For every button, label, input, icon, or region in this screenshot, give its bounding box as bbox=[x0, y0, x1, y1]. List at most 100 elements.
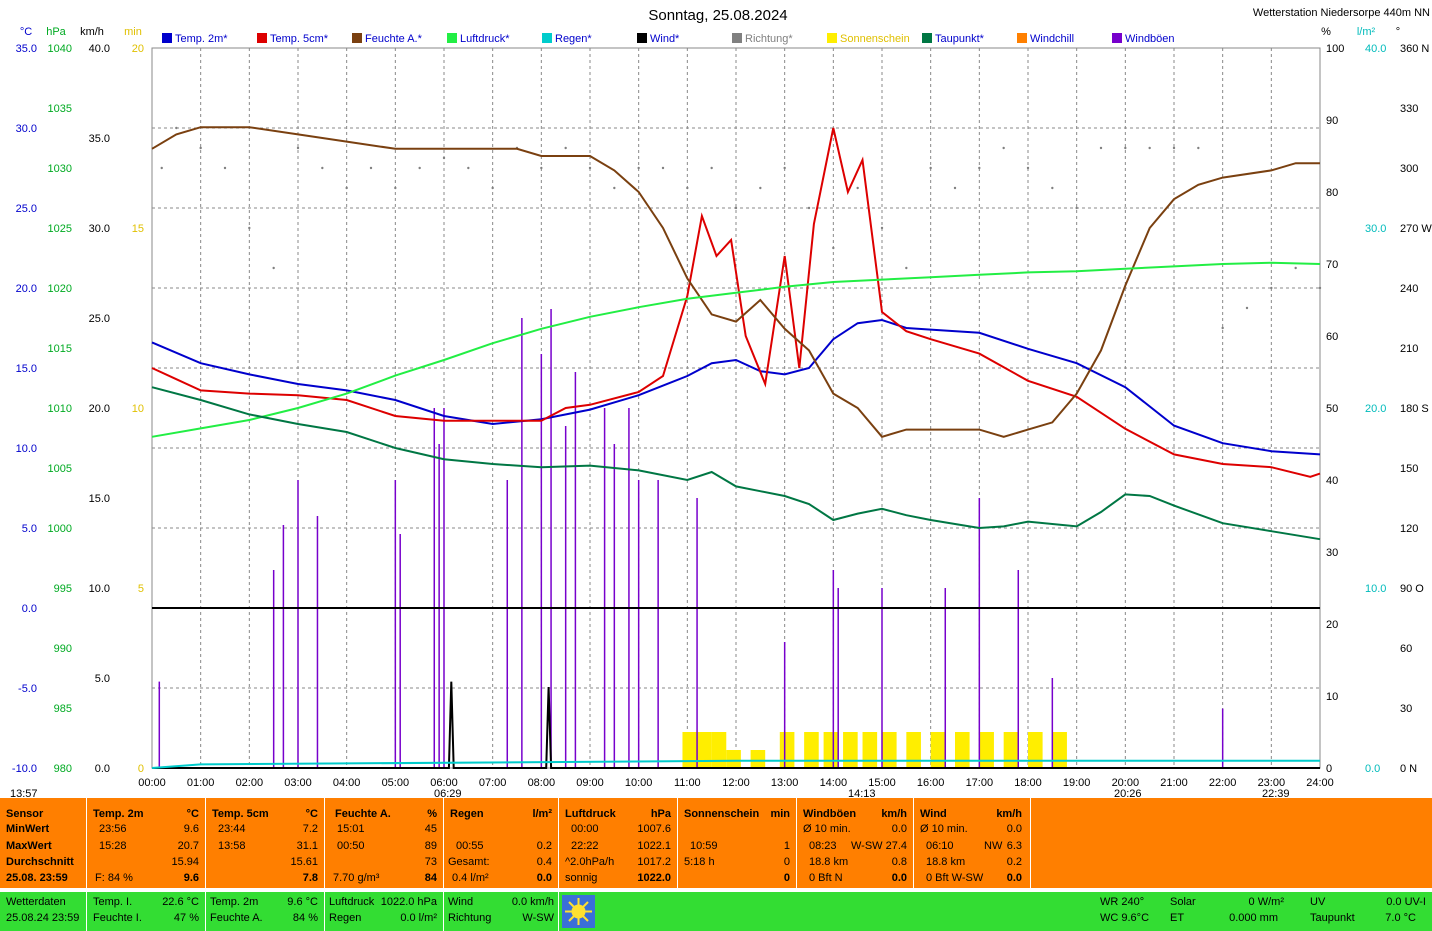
legend-label: Luftdruck* bbox=[460, 33, 510, 45]
hpa-tick: 985 bbox=[54, 703, 72, 715]
direction-point bbox=[856, 186, 859, 190]
axis-unit: hPa bbox=[46, 26, 66, 38]
direction-point bbox=[588, 166, 592, 170]
stats-hum-min-time: 15:01 bbox=[337, 823, 365, 835]
min-tick: 0 bbox=[138, 763, 144, 775]
stats-gust-title: Windböen bbox=[803, 808, 857, 820]
deg-tick: 300 bbox=[1400, 163, 1418, 175]
direction-point bbox=[1148, 146, 1151, 150]
kmh-tick: 35.0 bbox=[89, 133, 110, 145]
pct-tick: 50 bbox=[1326, 403, 1338, 415]
time-tick: 00:00 bbox=[138, 777, 166, 789]
kmh-tick: 10.0 bbox=[89, 583, 110, 595]
marker-noon: 14:13 bbox=[848, 788, 876, 797]
stats-col-sun: Sonnenschein min 10:59 1 5:18 h 0 0 bbox=[678, 798, 797, 888]
station-name: Wetterstation Niedersorpe 440m NN bbox=[1253, 7, 1430, 19]
temp-tick: 10.0 bbox=[16, 443, 37, 455]
stats-t5-unit: °C bbox=[305, 808, 318, 820]
legend-label: Windböen bbox=[1125, 33, 1175, 45]
direction-point bbox=[759, 186, 762, 190]
direction-point bbox=[661, 166, 665, 170]
current-ti-label: Temp. I. bbox=[93, 896, 133, 908]
deg-tick: 360 N bbox=[1400, 43, 1429, 55]
pct-tick: 100 bbox=[1326, 43, 1344, 55]
direction-point bbox=[369, 166, 373, 170]
axis-unit: min bbox=[124, 26, 142, 38]
legend-label: Regen* bbox=[555, 33, 592, 45]
stats-press-max: 1022.1 bbox=[637, 840, 671, 852]
stats-gust-max-time: 08:23 bbox=[809, 840, 837, 852]
direction-point bbox=[1026, 166, 1030, 170]
hpa-tick: 1035 bbox=[48, 103, 72, 115]
stats-col-temp5cm: Temp. 5cm °C 23:44 7.2 13:58 31.1 15.61 … bbox=[206, 798, 325, 888]
current-et: 0.000 mm bbox=[1229, 912, 1278, 924]
direction-point bbox=[1221, 326, 1224, 330]
hpa-tick: 1020 bbox=[48, 283, 72, 295]
current-col-title: Wetterdaten 25.08.24 23:59 bbox=[0, 892, 87, 931]
current-solar: 0 W/m² bbox=[1248, 896, 1284, 908]
direction-point bbox=[710, 166, 713, 170]
marker-sunrise: 06:29 bbox=[434, 788, 462, 797]
stats-gust-max-dir: W-SW bbox=[851, 840, 883, 852]
current-col-wind: Wind 0.0 km/h Richtung W-SW bbox=[444, 892, 559, 931]
sunshine-bars bbox=[682, 732, 1067, 768]
stats-gust-min-label: Ø 10 min. bbox=[803, 823, 851, 835]
stats-hum-now-label: 7.70 g/m³ bbox=[333, 872, 380, 884]
series-lines bbox=[151, 126, 1321, 769]
deg-tick: 270 W bbox=[1400, 223, 1432, 235]
kmh-tick: 40.0 bbox=[89, 43, 110, 55]
pct-tick: 70 bbox=[1326, 259, 1338, 271]
legend-label: Taupunkt* bbox=[935, 33, 985, 45]
direction-point bbox=[540, 166, 543, 170]
pct-tick: 60 bbox=[1326, 331, 1338, 343]
stats-t2-now: 9.6 bbox=[183, 872, 199, 884]
current-t2: 9.6 °C bbox=[287, 896, 318, 908]
current-rg-label: Regen bbox=[329, 912, 362, 924]
stats-gust-now: 0.0 bbox=[891, 872, 907, 884]
current-tp: 7.0 °C bbox=[1385, 912, 1416, 924]
time-tick: 11:00 bbox=[674, 777, 701, 789]
deg-tick: 60 bbox=[1400, 643, 1412, 655]
stats-t5-avg: 15.61 bbox=[290, 856, 318, 868]
stats-avg-label: Durchschnitt bbox=[6, 856, 74, 868]
kmh-tick: 20.0 bbox=[89, 403, 110, 415]
stats-col-wind: Wind km/h Ø 10 min. 0.0 06:10 NW 6.3 18.… bbox=[914, 798, 1031, 888]
stats-hum-title: Feuchte A. bbox=[335, 808, 391, 820]
rain-tick: 30.0 bbox=[1365, 223, 1386, 235]
current-uv: 0.0 UV-I bbox=[1386, 896, 1426, 908]
current-ri-label: Richtung bbox=[448, 912, 492, 924]
series-line bbox=[151, 386, 1321, 541]
stats-t2-avg: 15.94 bbox=[171, 856, 199, 868]
chart-title: Sonntag, 25.08.2024 bbox=[648, 7, 787, 24]
sun-bar bbox=[862, 732, 878, 768]
current-col-pressure: Luftdruck 1022.0 hPa Regen 0.0 l/m² bbox=[325, 892, 444, 931]
temp-tick: 5.0 bbox=[22, 523, 37, 535]
current-fi: 47 % bbox=[173, 912, 199, 924]
stats-press-trend: ^2.0hPa/h bbox=[565, 856, 615, 868]
time-tick: 02:00 bbox=[236, 777, 264, 789]
stats-gust-unit: km/h bbox=[881, 808, 907, 820]
current-tp-label: Taupunkt bbox=[1310, 912, 1355, 924]
weather-chart: 35.0 30.0 25.0 20.0 15.0 10.0 5.0 0.0 -5.0 -10.0 1… bbox=[10, 7, 1432, 797]
series-line bbox=[151, 759, 1320, 769]
direction-point bbox=[613, 186, 616, 190]
pct-tick: 10 bbox=[1326, 691, 1338, 703]
sun-bar bbox=[1028, 732, 1043, 768]
axis-unit: l/m² bbox=[1357, 26, 1376, 38]
stats-sun-max: 1 bbox=[783, 840, 790, 852]
stats-hum-avg: 73 bbox=[424, 856, 437, 868]
legend-label: Temp. 5cm* bbox=[270, 33, 329, 45]
deg-tick: 90 O bbox=[1400, 583, 1424, 595]
direction-point bbox=[1172, 146, 1176, 150]
stats-rain-unit: l/m² bbox=[532, 808, 552, 820]
time-tick: 14:00 bbox=[820, 777, 848, 789]
current-ri: W-SW bbox=[522, 912, 554, 924]
direction-point bbox=[1197, 146, 1200, 150]
temp-tick: 15.0 bbox=[16, 363, 37, 375]
stats-col-rain: Regen l/m² 00:55 0.2 Gesamt: 0.4 0.4 l/m… bbox=[444, 798, 559, 888]
stats-hum-min: 45 bbox=[424, 823, 437, 835]
hpa-tick: 1025 bbox=[48, 223, 72, 235]
stats-sun-title: Sonnenschein bbox=[684, 808, 760, 820]
current-lp-label: Luftdruck bbox=[329, 896, 375, 908]
time-tick: 15:00 bbox=[868, 777, 896, 789]
